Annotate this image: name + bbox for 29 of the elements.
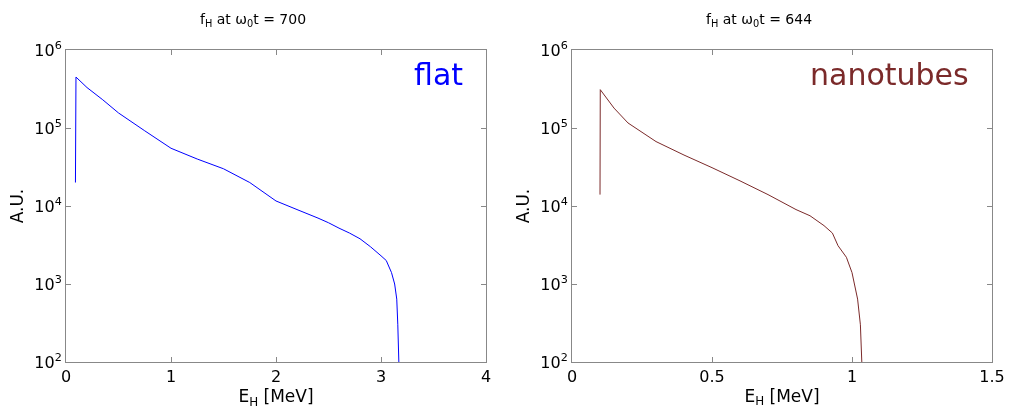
x-tick-label: 0 xyxy=(60,367,72,387)
x-tick-label: 0.5 xyxy=(699,367,725,387)
text: nanotubes xyxy=(810,57,969,92)
y-tick-label: 10$^{2}$ xyxy=(34,350,62,372)
chart-title: f$_{H}$ at ω$_{0}$t = 644 xyxy=(705,11,813,30)
x-tick-label: 0 xyxy=(566,367,578,387)
y-tick-label: 10$^{2}$ xyxy=(540,350,568,372)
text: flat xyxy=(414,57,464,92)
y-axis-title: A.U. xyxy=(512,188,533,224)
x-tick-label: 4 xyxy=(480,367,492,387)
y-axis-title: A.U. xyxy=(6,188,27,224)
y-tick-label: 10$^{4}$ xyxy=(34,194,62,216)
y-tick-label: 10$^{3}$ xyxy=(540,272,568,294)
x-tick-label: 1 xyxy=(165,367,177,387)
x-axis-title: E$_{H}$ [MeV] xyxy=(744,385,820,409)
y-tick-label: 10$^{4}$ xyxy=(540,194,568,216)
chart-title: f$_{H}$ at ω$_{0}$t = 700 xyxy=(199,11,307,30)
x-tick-label: 1.5 xyxy=(979,367,1005,387)
x-tick-label: 1 xyxy=(846,367,858,387)
x-tick-label: 3 xyxy=(375,367,387,387)
line-series xyxy=(74,76,400,362)
y-tick-label: 10$^{5}$ xyxy=(540,116,568,138)
x-tick-label: 2 xyxy=(270,367,282,387)
y-tick-label: 10$^{6}$ xyxy=(540,38,568,60)
y-tick-label: 10$^{3}$ xyxy=(34,272,62,294)
y-tick-label: 10$^{6}$ xyxy=(34,38,62,60)
line-series xyxy=(599,89,863,362)
x-axis-title: E$_{H}$ [MeV] xyxy=(238,386,314,409)
y-tick-label: 10$^{5}$ xyxy=(34,116,62,138)
